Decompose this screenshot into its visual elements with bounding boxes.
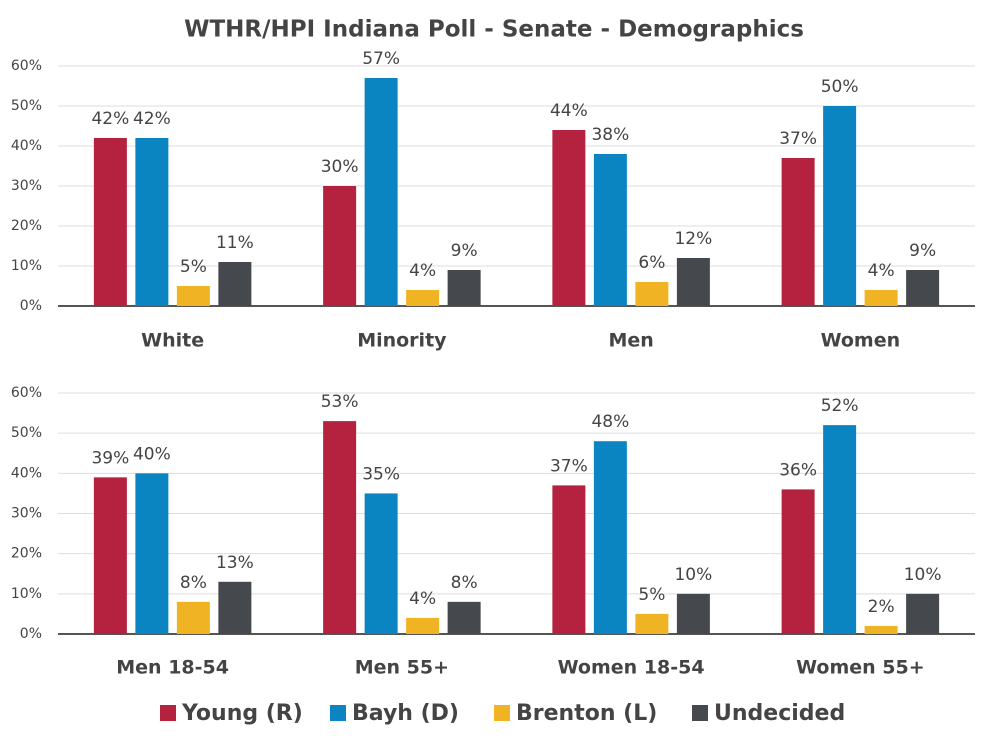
bar <box>635 613 669 634</box>
x-tick-label: Women <box>821 330 901 352</box>
legend-label: Undecided <box>714 701 845 726</box>
bar <box>781 489 815 634</box>
bar <box>218 262 252 306</box>
legend-label: Brenton (L) <box>516 701 657 726</box>
y-tick-label: 60% <box>11 385 42 401</box>
y-tick-label: 40% <box>11 138 42 154</box>
y-tick-label: 40% <box>11 465 42 481</box>
bar <box>864 625 898 634</box>
y-tick-label: 30% <box>11 506 42 522</box>
y-tick-label: 50% <box>11 98 42 114</box>
value-label: 6% <box>638 253 665 273</box>
bar <box>781 158 815 306</box>
value-label: 35% <box>362 464 400 484</box>
y-tick-label: 10% <box>11 258 42 274</box>
x-tick-label: Women 55+ <box>796 657 925 679</box>
bar <box>906 270 940 306</box>
x-tick-label: Men 55+ <box>355 657 449 679</box>
value-label: 57% <box>362 49 400 69</box>
bar <box>135 138 169 306</box>
value-label: 2% <box>868 597 895 617</box>
value-label: 36% <box>779 460 817 480</box>
value-label: 39% <box>91 448 129 468</box>
bar <box>552 485 586 634</box>
bar <box>406 617 440 634</box>
bar <box>364 493 398 634</box>
bar <box>823 425 857 634</box>
bar <box>323 186 357 306</box>
y-tick-label: 20% <box>11 546 42 562</box>
y-tick-label: 30% <box>11 178 42 194</box>
bar <box>218 581 252 634</box>
bar <box>406 290 440 306</box>
bar <box>323 421 357 634</box>
value-label: 53% <box>321 392 359 412</box>
value-label: 5% <box>180 257 207 277</box>
value-label: 9% <box>451 241 478 261</box>
legend-swatch <box>330 705 346 721</box>
bar <box>676 593 710 634</box>
x-tick-label: Men 18-54 <box>116 657 229 679</box>
value-label: 37% <box>779 129 817 149</box>
value-label: 44% <box>550 101 588 121</box>
value-label: 42% <box>91 109 129 129</box>
legend-label: Bayh (D) <box>352 701 459 726</box>
bar <box>593 441 627 634</box>
value-label: 38% <box>591 125 629 145</box>
value-label: 52% <box>821 396 859 416</box>
value-label: 50% <box>821 77 859 97</box>
value-label: 10% <box>904 565 942 585</box>
chart-title: WTHR/HPI Indiana Poll - Senate - Demogra… <box>184 17 804 43</box>
legend-swatch <box>692 705 708 721</box>
bar <box>176 601 210 634</box>
value-label: 4% <box>409 589 436 609</box>
value-label: 5% <box>638 585 665 605</box>
x-tick-label: Men <box>608 330 653 352</box>
bar <box>552 130 586 306</box>
value-label: 4% <box>409 261 436 281</box>
y-tick-label: 20% <box>11 218 42 234</box>
value-label: 13% <box>216 553 254 573</box>
legend-swatch <box>494 705 510 721</box>
bar <box>93 477 127 634</box>
value-label: 4% <box>868 261 895 281</box>
bar <box>364 78 398 306</box>
bar <box>176 286 210 306</box>
y-tick-label: 10% <box>11 586 42 602</box>
value-label: 37% <box>550 456 588 476</box>
value-label: 12% <box>674 229 712 249</box>
bar <box>676 258 710 306</box>
legend-swatch <box>160 705 176 721</box>
bar <box>447 270 481 306</box>
bar <box>864 290 898 306</box>
value-label: 48% <box>591 412 629 432</box>
value-label: 10% <box>674 565 712 585</box>
value-label: 40% <box>133 444 171 464</box>
x-tick-label: Minority <box>357 330 447 352</box>
value-label: 30% <box>321 157 359 177</box>
bar <box>447 601 481 634</box>
value-label: 8% <box>451 573 478 593</box>
value-label: 42% <box>133 109 171 129</box>
y-tick-label: 60% <box>11 58 42 74</box>
bar <box>823 106 857 306</box>
legend-label: Young (R) <box>181 701 303 726</box>
y-tick-label: 50% <box>11 425 42 441</box>
x-tick-label: Women 18-54 <box>558 657 705 679</box>
bar <box>593 154 627 306</box>
y-tick-label: 0% <box>20 626 42 642</box>
value-label: 8% <box>180 573 207 593</box>
x-tick-label: White <box>141 330 204 352</box>
y-tick-label: 0% <box>20 298 42 314</box>
bar <box>135 473 169 634</box>
bar <box>93 138 127 306</box>
bar <box>906 593 940 634</box>
value-label: 11% <box>216 233 254 253</box>
bar <box>635 282 669 306</box>
value-label: 9% <box>909 241 936 261</box>
